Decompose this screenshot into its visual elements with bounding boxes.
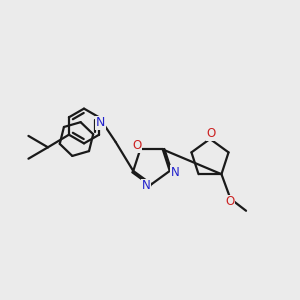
Text: N: N [171, 166, 179, 179]
Text: O: O [225, 195, 235, 208]
Text: O: O [132, 140, 141, 152]
Text: N: N [142, 179, 151, 192]
Text: N: N [96, 116, 105, 129]
Text: O: O [207, 127, 216, 140]
